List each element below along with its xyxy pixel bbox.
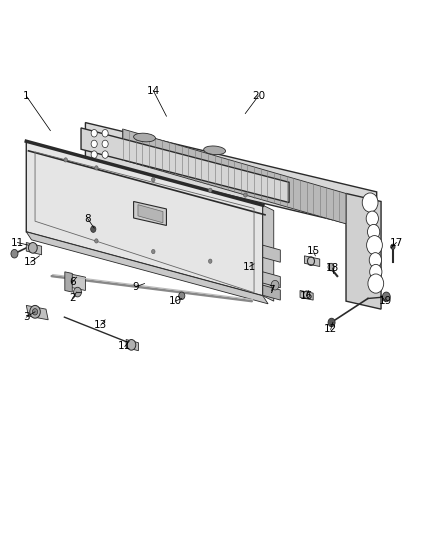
Circle shape bbox=[95, 166, 98, 170]
Circle shape bbox=[328, 318, 335, 327]
Polygon shape bbox=[263, 245, 280, 262]
Circle shape bbox=[102, 130, 108, 137]
Polygon shape bbox=[263, 272, 280, 288]
Text: 15: 15 bbox=[307, 246, 320, 255]
Circle shape bbox=[11, 249, 18, 258]
Text: 11: 11 bbox=[118, 342, 131, 351]
Text: 3: 3 bbox=[23, 312, 30, 322]
Ellipse shape bbox=[204, 146, 226, 155]
Polygon shape bbox=[134, 201, 166, 225]
Text: 17: 17 bbox=[390, 238, 403, 247]
Text: 6: 6 bbox=[69, 278, 76, 287]
Ellipse shape bbox=[207, 199, 231, 209]
Text: 1: 1 bbox=[23, 91, 30, 101]
Polygon shape bbox=[26, 232, 268, 304]
Circle shape bbox=[102, 151, 108, 158]
Circle shape bbox=[95, 239, 98, 243]
Text: 10: 10 bbox=[169, 296, 182, 306]
Circle shape bbox=[208, 188, 212, 192]
Text: 11: 11 bbox=[11, 238, 24, 247]
Text: 19: 19 bbox=[379, 296, 392, 306]
Circle shape bbox=[91, 130, 97, 137]
Circle shape bbox=[102, 140, 108, 148]
Circle shape bbox=[74, 287, 81, 297]
Circle shape bbox=[382, 292, 390, 302]
Circle shape bbox=[91, 151, 97, 158]
Circle shape bbox=[271, 280, 279, 290]
Text: 8: 8 bbox=[84, 214, 91, 223]
Polygon shape bbox=[68, 273, 85, 290]
Circle shape bbox=[152, 249, 155, 254]
Polygon shape bbox=[26, 243, 42, 255]
Polygon shape bbox=[65, 272, 72, 292]
Circle shape bbox=[64, 158, 67, 162]
Circle shape bbox=[391, 244, 395, 249]
Text: 20: 20 bbox=[252, 91, 265, 101]
Polygon shape bbox=[85, 123, 377, 230]
Polygon shape bbox=[300, 290, 313, 300]
Text: 7: 7 bbox=[268, 286, 275, 295]
Text: 2: 2 bbox=[69, 294, 76, 303]
Circle shape bbox=[32, 309, 38, 315]
Circle shape bbox=[370, 264, 382, 279]
Circle shape bbox=[369, 253, 381, 268]
Circle shape bbox=[367, 236, 382, 255]
Circle shape bbox=[362, 193, 378, 212]
Text: 9: 9 bbox=[132, 282, 139, 292]
Polygon shape bbox=[123, 129, 346, 224]
Polygon shape bbox=[81, 128, 289, 203]
Polygon shape bbox=[263, 285, 280, 300]
Circle shape bbox=[30, 305, 40, 318]
Circle shape bbox=[91, 140, 97, 148]
Polygon shape bbox=[263, 205, 274, 301]
Circle shape bbox=[367, 224, 380, 239]
Circle shape bbox=[244, 193, 247, 197]
Text: 12: 12 bbox=[324, 325, 337, 334]
Polygon shape bbox=[346, 193, 381, 309]
Polygon shape bbox=[138, 205, 163, 223]
Polygon shape bbox=[126, 340, 138, 351]
Polygon shape bbox=[26, 141, 263, 296]
Circle shape bbox=[366, 211, 378, 226]
Circle shape bbox=[368, 274, 384, 293]
Circle shape bbox=[28, 243, 37, 253]
Text: 18: 18 bbox=[326, 263, 339, 272]
Polygon shape bbox=[304, 256, 320, 266]
Text: 11: 11 bbox=[243, 262, 256, 271]
Text: 16: 16 bbox=[300, 291, 313, 301]
Circle shape bbox=[152, 177, 155, 182]
Text: 13: 13 bbox=[94, 320, 107, 330]
Circle shape bbox=[91, 226, 96, 232]
Ellipse shape bbox=[134, 133, 155, 142]
Circle shape bbox=[127, 340, 136, 350]
Circle shape bbox=[328, 263, 334, 271]
Text: 14: 14 bbox=[147, 86, 160, 95]
Circle shape bbox=[179, 292, 185, 300]
Polygon shape bbox=[26, 305, 48, 320]
Text: 13: 13 bbox=[24, 257, 37, 267]
Circle shape bbox=[208, 259, 212, 263]
